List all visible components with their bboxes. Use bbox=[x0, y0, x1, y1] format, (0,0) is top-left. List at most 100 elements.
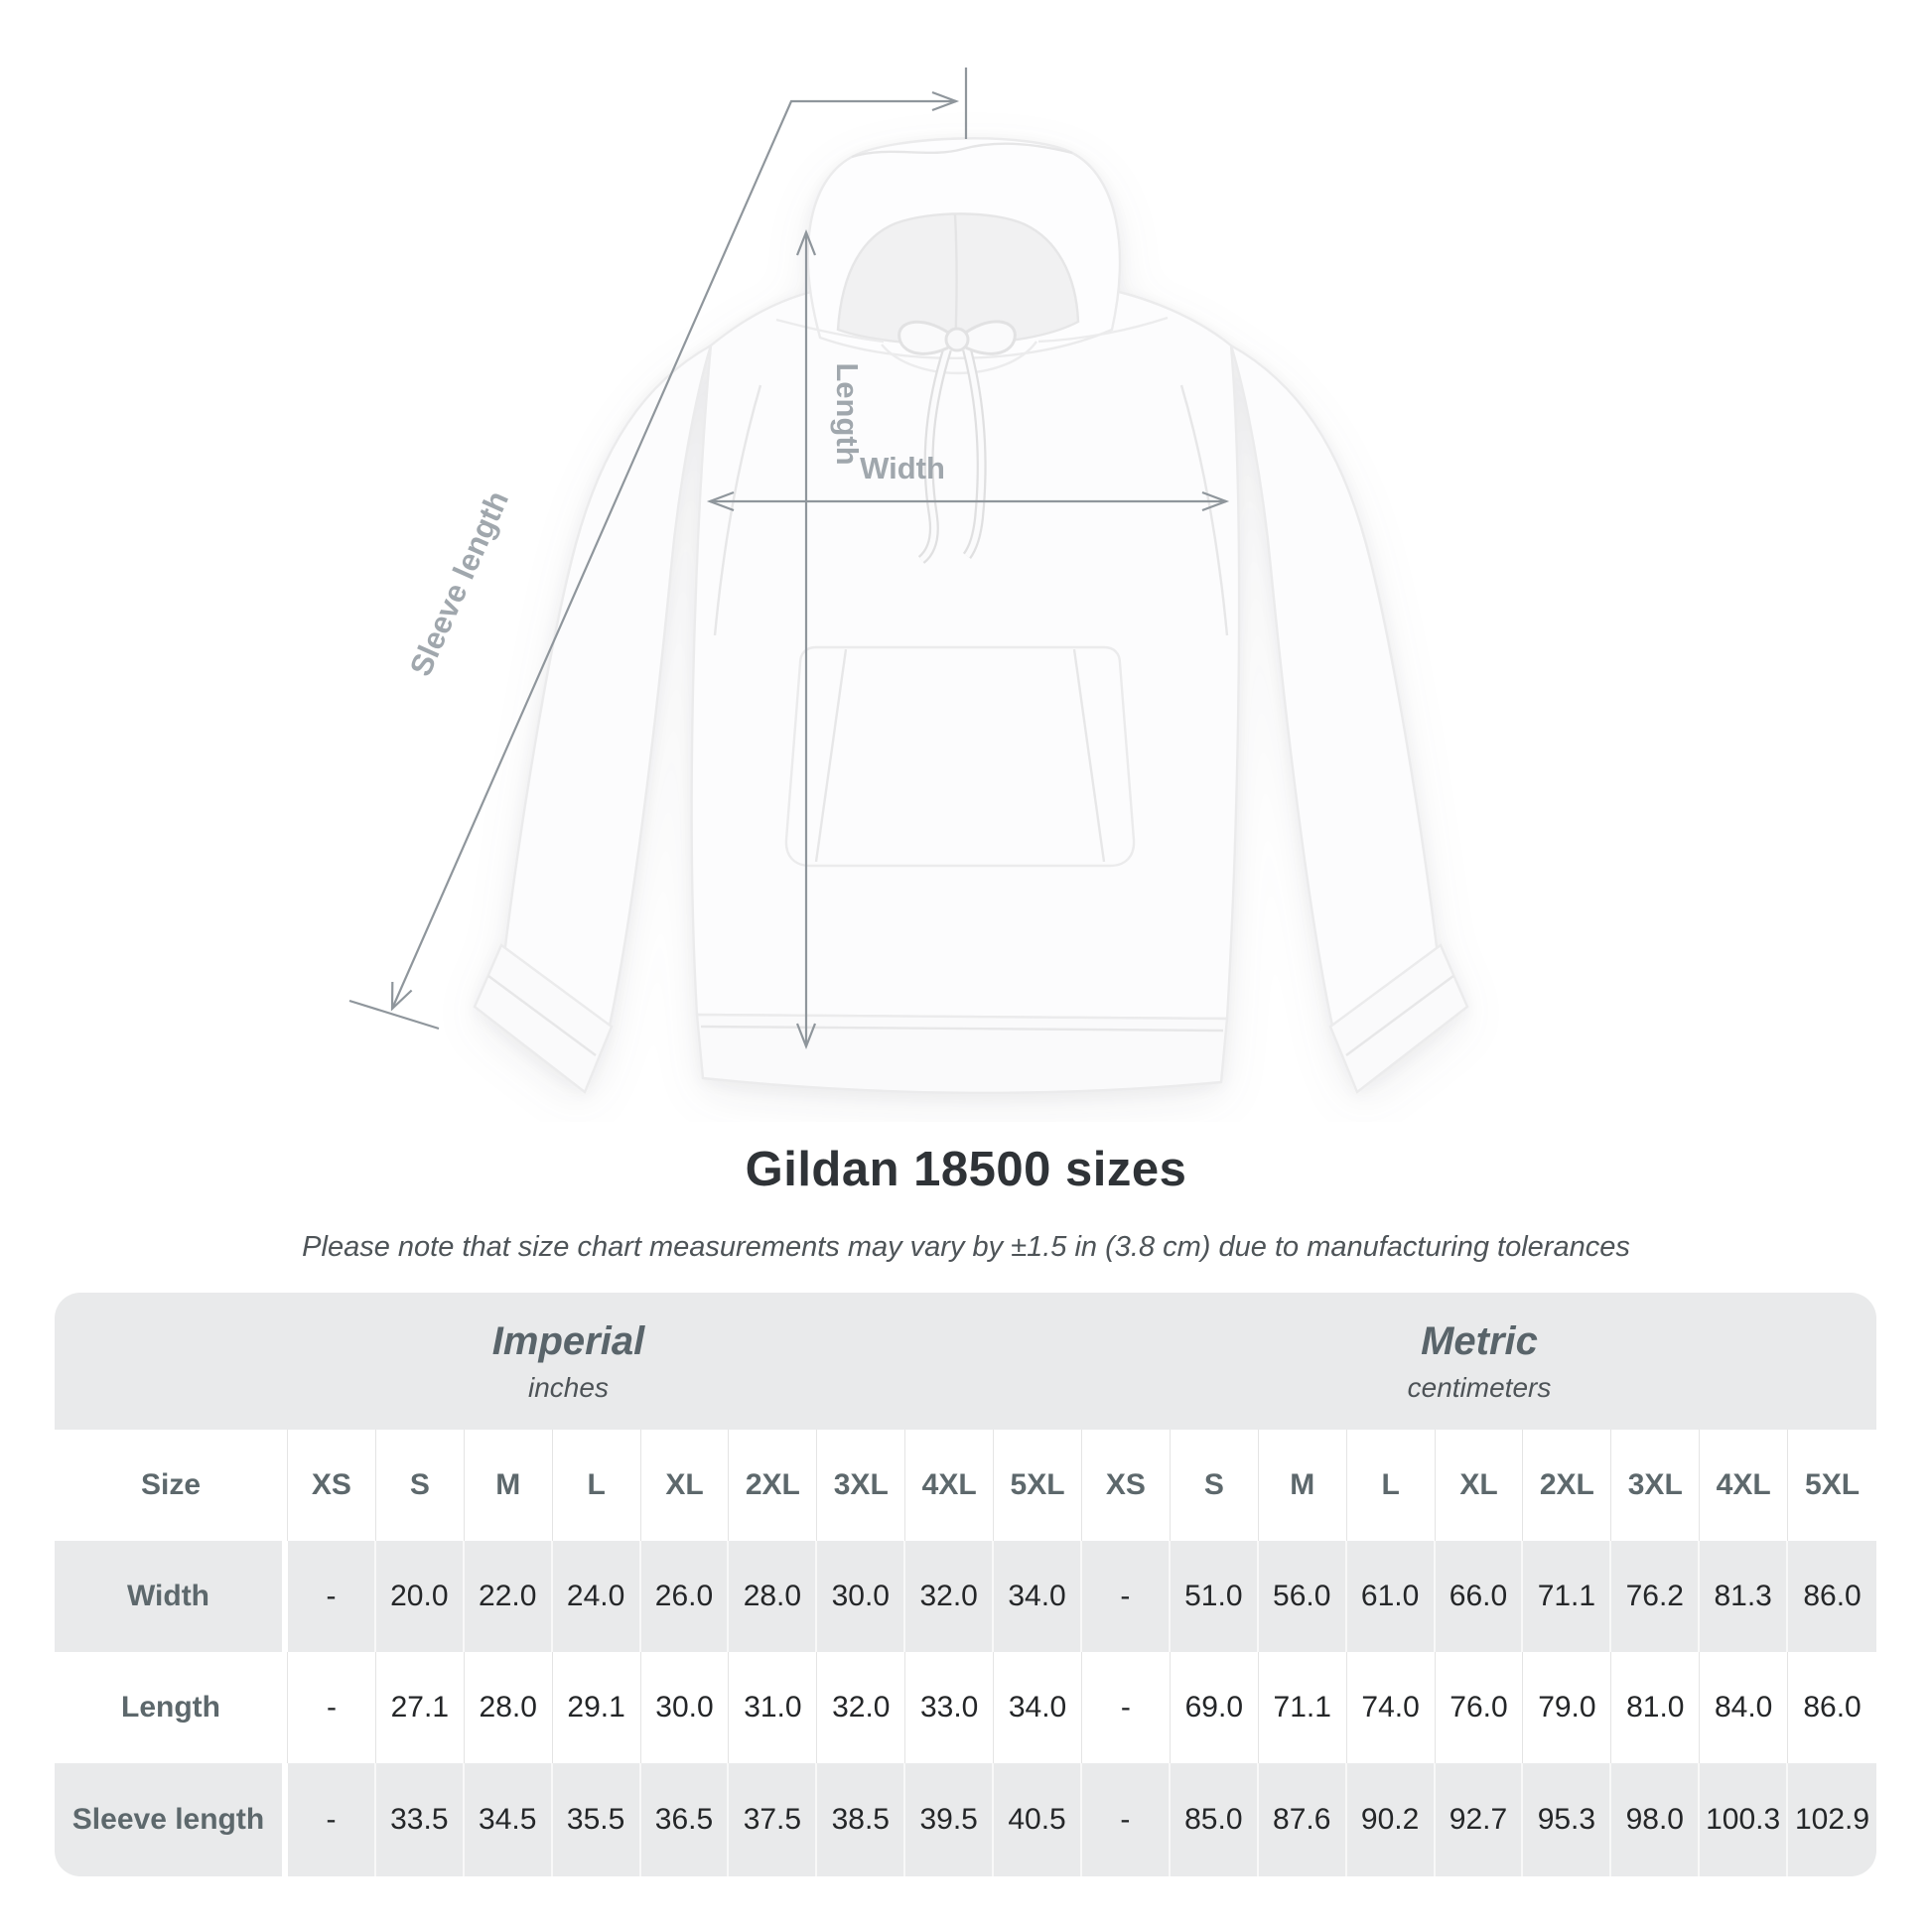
cell-value: 90.2 bbox=[1346, 1763, 1436, 1876]
hoodie-right-cuff bbox=[1328, 943, 1469, 1094]
size-col-header: S bbox=[1170, 1430, 1259, 1541]
size-col-header: S bbox=[375, 1430, 465, 1541]
size-col-header: 4XL bbox=[905, 1430, 995, 1541]
page-subtitle: Please note that size chart measurements… bbox=[302, 1231, 1630, 1263]
hoodie-illustration bbox=[473, 137, 1469, 1095]
size-col-header: XL bbox=[1435, 1430, 1524, 1541]
cell-value: 76.2 bbox=[1611, 1541, 1701, 1652]
imperial-band: Imperial inches bbox=[55, 1293, 1082, 1430]
hoodie-hem-stitch bbox=[700, 1025, 1224, 1033]
sleeve-length-label: Sleeve length bbox=[403, 485, 515, 681]
size-col-header: 3XL bbox=[1611, 1430, 1701, 1541]
cell-value: 56.0 bbox=[1258, 1541, 1347, 1652]
cell-value: 30.0 bbox=[640, 1652, 730, 1763]
size-col-header: L bbox=[1346, 1430, 1436, 1541]
size-col-header: 2XL bbox=[1523, 1430, 1612, 1541]
hoodie-neck-seam bbox=[881, 341, 1037, 375]
cell-value: 66.0 bbox=[1435, 1541, 1524, 1652]
sleeve-length-arrowhead-bottom bbox=[390, 981, 413, 1012]
cell-value: - bbox=[1081, 1541, 1171, 1652]
cell-value: 69.0 bbox=[1170, 1652, 1259, 1763]
row-label: Sleeve length bbox=[55, 1763, 288, 1876]
size-col-header: 4XL bbox=[1700, 1430, 1789, 1541]
hoodie-left-cuff-rib bbox=[487, 975, 597, 1056]
cell-value: 31.0 bbox=[729, 1652, 818, 1763]
row-label: Length bbox=[55, 1652, 288, 1763]
cell-value: 28.0 bbox=[729, 1541, 818, 1652]
cell-value: - bbox=[1081, 1763, 1171, 1876]
size-col-header: 5XL bbox=[994, 1430, 1082, 1541]
cell-value: 27.1 bbox=[375, 1652, 465, 1763]
drawstring-knot bbox=[944, 327, 970, 352]
metric-label: Metric bbox=[1421, 1318, 1538, 1363]
cell-value: 100.3 bbox=[1700, 1763, 1789, 1876]
cell-value: 30.0 bbox=[817, 1541, 906, 1652]
cell-value: 92.7 bbox=[1435, 1763, 1524, 1876]
cell-value: 40.5 bbox=[994, 1763, 1082, 1876]
cell-value: - bbox=[1081, 1652, 1171, 1763]
cell-value: 79.0 bbox=[1523, 1652, 1612, 1763]
cell-value: 102.9 bbox=[1788, 1763, 1876, 1876]
cell-value: 33.5 bbox=[375, 1763, 465, 1876]
cell-value: 32.0 bbox=[905, 1541, 995, 1652]
metric-sublabel: centimeters bbox=[1407, 1371, 1552, 1403]
hoodie-left-cuff bbox=[473, 943, 614, 1094]
cell-value: 37.5 bbox=[729, 1763, 818, 1876]
cell-value: 71.1 bbox=[1523, 1541, 1612, 1652]
hoodie-measurement-diagram: Sleeve length Length Width bbox=[348, 68, 1469, 1095]
drawstring-left-loop bbox=[897, 320, 957, 355]
hoodie-right-shoulder-seam bbox=[1037, 316, 1169, 344]
cell-value: 28.0 bbox=[464, 1652, 553, 1763]
hoodie-pocket-stitch-left bbox=[814, 648, 848, 863]
cell-value: 22.0 bbox=[464, 1541, 553, 1652]
size-col-header: M bbox=[1258, 1430, 1347, 1541]
cell-value: 20.0 bbox=[375, 1541, 465, 1652]
hoodie-left-sleeve bbox=[502, 343, 714, 1037]
cell-value: 71.1 bbox=[1258, 1652, 1347, 1763]
cell-value: - bbox=[288, 1541, 376, 1652]
cell-value: 36.5 bbox=[640, 1763, 730, 1876]
width-label: Width bbox=[860, 451, 945, 485]
cell-value: 24.0 bbox=[552, 1541, 641, 1652]
cell-value: 86.0 bbox=[1788, 1652, 1876, 1763]
cell-value: 85.0 bbox=[1170, 1763, 1259, 1876]
hoodie-hood-ruffle bbox=[851, 142, 1073, 159]
sleeve-length-arrowhead-top bbox=[931, 90, 960, 112]
cell-value: 74.0 bbox=[1346, 1652, 1436, 1763]
cell-value: 34.0 bbox=[994, 1541, 1082, 1652]
imperial-label: Imperial bbox=[491, 1318, 645, 1363]
size-col-header: XL bbox=[640, 1430, 730, 1541]
length-arrowhead-top bbox=[795, 228, 817, 256]
cell-value: - bbox=[288, 1652, 376, 1763]
cell-value: 34.0 bbox=[994, 1652, 1082, 1763]
sleeve-length-arrow bbox=[390, 99, 956, 1010]
size-col-header: 2XL bbox=[729, 1430, 818, 1541]
cell-value: 32.0 bbox=[817, 1652, 906, 1763]
hoodie-pocket bbox=[784, 645, 1136, 868]
cell-value: 39.5 bbox=[905, 1763, 995, 1876]
size-col-header: 5XL bbox=[1788, 1430, 1876, 1541]
drawstring-left-tail-highlight bbox=[919, 348, 950, 563]
cell-value: 84.0 bbox=[1700, 1652, 1789, 1763]
hoodie-right-sleeve bbox=[1228, 343, 1440, 1037]
page-title: Gildan 18500 sizes bbox=[745, 1143, 1187, 1196]
length-label: Length bbox=[830, 362, 865, 465]
cell-value: 95.3 bbox=[1523, 1763, 1612, 1876]
cell-value: 81.0 bbox=[1611, 1652, 1701, 1763]
hoodie-drawstring-bow bbox=[897, 320, 1017, 564]
cell-value: - bbox=[288, 1763, 376, 1876]
width-arrowhead-left bbox=[706, 490, 735, 512]
imperial-sublabel: inches bbox=[528, 1371, 609, 1403]
cell-value: 38.5 bbox=[817, 1763, 906, 1876]
size-col-header: XS bbox=[288, 1430, 376, 1541]
measurement-arrows bbox=[348, 68, 1230, 1050]
cell-value: 35.5 bbox=[552, 1763, 641, 1876]
metric-band: Metric centimeters bbox=[1081, 1293, 1876, 1430]
drawstring-right-loop bbox=[957, 320, 1017, 355]
drawstring-right-tail-highlight bbox=[964, 348, 985, 558]
length-arrowhead-bottom bbox=[795, 1023, 817, 1050]
size-col-header: M bbox=[464, 1430, 553, 1541]
hoodie-left-shoulder-seam bbox=[775, 318, 885, 344]
cell-value: 26.0 bbox=[640, 1541, 730, 1652]
